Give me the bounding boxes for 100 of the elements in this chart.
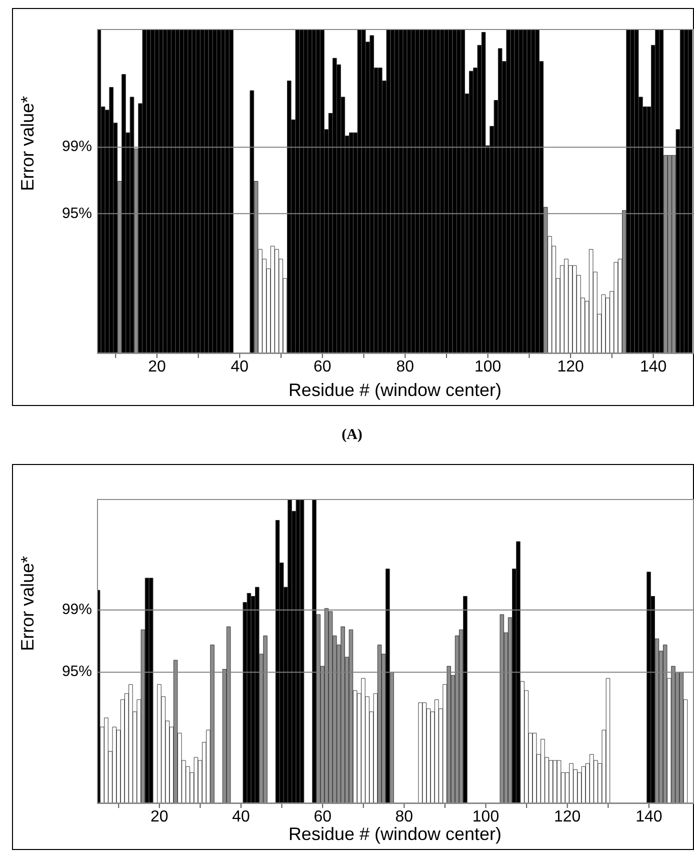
bar	[422, 702, 427, 803]
x-tick-label: 120	[554, 808, 581, 826]
bar	[440, 29, 444, 353]
x-tick-label: 20	[150, 808, 168, 826]
bar	[130, 96, 134, 353]
bar	[361, 29, 366, 353]
bar	[398, 29, 403, 353]
bar	[320, 29, 324, 353]
bar	[522, 29, 528, 353]
x-tick-label: 60	[314, 358, 332, 376]
bar	[250, 90, 254, 353]
bar	[122, 74, 126, 353]
bar	[144, 578, 150, 803]
bar	[468, 70, 474, 353]
bar	[630, 29, 635, 353]
bar	[506, 29, 511, 353]
bar	[646, 572, 651, 803]
bar	[606, 678, 610, 803]
text: 95%	[62, 663, 92, 682]
bar	[448, 29, 453, 353]
bar	[154, 29, 159, 353]
bar	[540, 738, 545, 803]
bar	[361, 678, 366, 803]
x-tick-label: 80	[396, 358, 414, 376]
bar	[463, 596, 468, 803]
bar	[659, 29, 664, 353]
bar	[569, 763, 574, 803]
x-tick-label: 100	[474, 358, 502, 376]
bar	[308, 29, 312, 353]
bar	[460, 29, 466, 353]
bar	[588, 249, 594, 353]
x-tick-label: 40	[230, 358, 249, 376]
bar	[402, 29, 408, 353]
bar	[444, 29, 448, 353]
bar	[148, 578, 154, 803]
bar	[300, 499, 304, 803]
bar	[304, 29, 308, 353]
bar	[436, 29, 440, 353]
x-tick-label: 100	[472, 808, 500, 826]
y-axis-title: Error value*	[17, 96, 38, 191]
x-tick-label: 20	[148, 358, 166, 376]
bar	[287, 80, 292, 353]
bar	[179, 29, 184, 353]
bar	[175, 29, 180, 353]
bar	[194, 757, 198, 803]
bar	[386, 29, 391, 353]
bar	[167, 29, 172, 353]
bar	[531, 29, 536, 353]
x-tick-label: 40	[232, 808, 250, 826]
bar	[150, 29, 155, 353]
bar	[634, 29, 639, 353]
bar	[423, 29, 428, 353]
bar	[270, 246, 275, 353]
bar	[216, 29, 221, 353]
bar	[498, 48, 502, 353]
x-tick-label: 60	[314, 808, 332, 826]
bar	[142, 29, 147, 353]
bar	[246, 592, 252, 803]
bar	[556, 760, 562, 803]
bar	[158, 29, 164, 353]
bar	[390, 29, 395, 353]
bar	[680, 29, 684, 353]
bar	[229, 29, 234, 353]
bar	[200, 29, 204, 353]
bar	[357, 29, 362, 353]
bar	[255, 586, 260, 803]
x-tick-label: 140	[640, 358, 667, 376]
bar	[157, 684, 162, 803]
bar	[548, 760, 553, 803]
bar	[162, 29, 168, 353]
bar	[312, 499, 316, 803]
text: 99%	[62, 600, 92, 619]
x-tick-label: 140	[636, 808, 662, 826]
bar	[220, 29, 226, 353]
bar	[418, 702, 422, 803]
x-axis-title: Residue # (window center)	[287, 379, 503, 401]
bar	[188, 29, 192, 353]
bar	[332, 58, 337, 353]
bar	[415, 29, 420, 353]
bar	[516, 541, 520, 803]
bar	[481, 32, 486, 353]
bar	[349, 132, 354, 353]
bar	[109, 87, 114, 353]
bar	[224, 29, 230, 353]
bar	[128, 684, 133, 803]
bar	[456, 29, 461, 353]
bar	[295, 29, 300, 353]
y-axis-title: Error value*	[17, 556, 38, 651]
bar	[312, 29, 316, 353]
text: (A)	[340, 426, 364, 445]
bar	[510, 29, 515, 353]
bar	[316, 29, 320, 353]
x-tick-label: 80	[395, 808, 414, 826]
bar	[370, 35, 374, 353]
bar	[526, 29, 532, 353]
bar	[184, 29, 188, 353]
bar	[419, 29, 424, 353]
bar	[299, 29, 304, 353]
bar	[112, 726, 117, 803]
bar	[655, 29, 660, 353]
